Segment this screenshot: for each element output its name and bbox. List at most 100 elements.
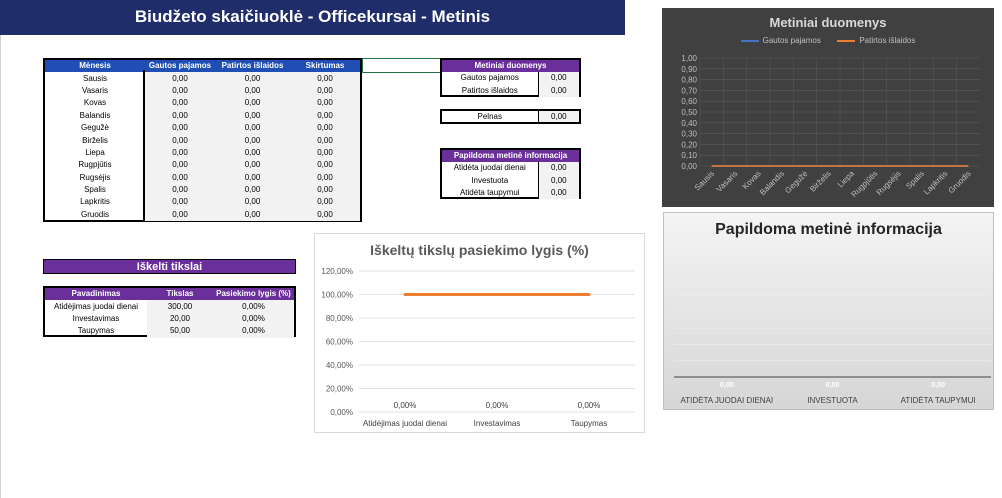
- goal-progress: 0,00%: [213, 325, 294, 338]
- goals-y-tick: 0,00%: [330, 408, 353, 417]
- goals-x-tick: Taupymas: [571, 419, 607, 428]
- extra-info-chart[interactable]: Papildoma metinė informacija 0,00 ATIDĖTA…: [663, 212, 994, 410]
- month-value[interactable]: 0,00: [215, 159, 290, 172]
- annual-value[interactable]: 0,00: [537, 72, 579, 85]
- goal-target[interactable]: 300,00: [147, 300, 213, 313]
- month-value[interactable]: 0,00: [290, 171, 360, 184]
- annual-value[interactable]: 0,00: [537, 84, 579, 97]
- goal-name[interactable]: Atidėjimas juodai dienai: [53, 301, 139, 311]
- month-value[interactable]: 0,00: [215, 146, 290, 160]
- annual-y-tick: 0,90: [681, 65, 697, 74]
- goals-chart-title: Iškeltų tikslų pasiekimo lygis (%): [370, 242, 589, 258]
- extra-data-label: 0,00: [931, 382, 945, 389]
- month-value[interactable]: 0,00: [215, 72, 290, 85]
- month-value[interactable]: 0,00: [290, 159, 360, 172]
- extra-data-label: 0,00: [826, 382, 840, 389]
- table-row: Gegužė 0,00 0,00 0,00: [45, 121, 360, 135]
- table-row: Liepa 0,00 0,00 0,00: [45, 146, 360, 160]
- month-value[interactable]: 0,00: [215, 134, 290, 147]
- table-row: Vasaris 0,00 0,00 0,00: [45, 84, 360, 98]
- month-value[interactable]: 0,00: [145, 121, 215, 135]
- table-row: Investavimas 20,00 0,00%: [45, 312, 294, 326]
- table-row: Atidėta taupymui 0,00: [442, 186, 579, 200]
- annual-x-tick: Gruodis: [947, 169, 973, 195]
- month-value[interactable]: 0,00: [290, 84, 360, 98]
- month-value[interactable]: 0,00: [145, 134, 215, 147]
- month-value[interactable]: 0,00: [145, 72, 215, 85]
- legend-income-marker: [740, 39, 759, 42]
- table-row: Investuota 0,00: [442, 174, 579, 187]
- profit-value[interactable]: 0,00: [537, 111, 579, 122]
- annual-chart-title: Metiniai duomenys: [769, 15, 887, 30]
- goal-progress: 0,00%: [213, 312, 294, 326]
- goals-title: Iškelti tikslai: [43, 259, 296, 274]
- table-row: Patirtos išlaidos 0,00: [442, 84, 579, 97]
- month-name: Sausis: [82, 73, 107, 83]
- goal-target[interactable]: 50,00: [147, 325, 213, 338]
- month-value[interactable]: 0,00: [215, 121, 290, 135]
- month-value[interactable]: 0,00: [145, 146, 215, 160]
- goal-target[interactable]: 20,00: [147, 312, 213, 326]
- extra-value[interactable]: 0,00: [537, 174, 579, 187]
- col-header-difference: Skirtumas: [290, 60, 360, 73]
- annual-summary-box: Metiniai duomenys Gautos pajamos 0,00 Pati…: [440, 58, 581, 97]
- extra-label: Investuota: [471, 175, 509, 185]
- annual-chart-legend: Gautos pajamos Patirtos išlaidos: [662, 36, 994, 45]
- month-value[interactable]: 0,00: [145, 109, 215, 122]
- month-value[interactable]: 0,00: [145, 183, 215, 197]
- goal-progress: 0,00%: [213, 300, 294, 313]
- annual-x-tick: Rugsėjis: [875, 169, 903, 197]
- annual-y-tick: 0,30: [681, 130, 697, 139]
- col-header-expenses: Patirtos išlaidos: [215, 60, 290, 73]
- annual-label: Gautos pajamos: [460, 73, 519, 83]
- month-value[interactable]: 0,00: [215, 196, 290, 209]
- goals-chart-plot: 0,00% 20,00% 40,00% 60,00% 80,00% 100,00% 120,…: [321, 267, 635, 428]
- month-value[interactable]: 0,00: [290, 146, 360, 160]
- selected-cell[interactable]: [362, 58, 441, 73]
- month-value[interactable]: 0,00: [215, 183, 290, 197]
- month-value[interactable]: 0,00: [290, 121, 360, 135]
- month-value[interactable]: 0,00: [215, 171, 290, 184]
- table-row: Rugsėjis 0,00 0,00 0,00: [45, 171, 360, 184]
- month-value[interactable]: 0,00: [145, 97, 215, 110]
- extra-value[interactable]: 0,00: [537, 186, 579, 200]
- goals-y-tick: 100,00%: [321, 291, 353, 300]
- month-value[interactable]: 0,00: [145, 159, 215, 172]
- month-value[interactable]: 0,00: [215, 97, 290, 110]
- month-value[interactable]: 0,00: [290, 196, 360, 209]
- extra-value[interactable]: 0,00: [537, 162, 579, 175]
- month-col-divider: [143, 70, 145, 222]
- goals-y-tick: 80,00%: [326, 314, 353, 323]
- extra-data-label: 0,00: [720, 382, 734, 389]
- goals-x-tick: Investavimas: [474, 419, 521, 428]
- goals-chart[interactable]: Iškeltų tikslų pasiekimo lygis (%) 0,00%…: [314, 233, 645, 433]
- title-underline: [0, 34, 625, 35]
- month-value[interactable]: 0,00: [290, 183, 360, 197]
- month-value[interactable]: 0,00: [145, 84, 215, 98]
- goals-col-progress: Pasiekimo lygis (%): [216, 289, 291, 299]
- month-value[interactable]: 0,00: [290, 134, 360, 147]
- month-value[interactable]: 0,00: [290, 72, 360, 85]
- month-value[interactable]: 0,00: [215, 84, 290, 98]
- table-row: Taupymas 50,00 0,00%: [45, 325, 294, 338]
- month-value[interactable]: 0,00: [145, 208, 215, 222]
- month-value[interactable]: 0,00: [290, 208, 360, 222]
- goal-name[interactable]: Investavimas: [72, 313, 120, 323]
- month-name: Spalis: [84, 185, 106, 195]
- month-value[interactable]: 0,00: [290, 109, 360, 122]
- month-value[interactable]: 0,00: [145, 196, 215, 209]
- table-row: Atidėjimas juodai dienai 300,00 0,00%: [45, 300, 294, 313]
- month-value[interactable]: 0,00: [145, 171, 215, 184]
- col-header-month: Mėnesis: [45, 60, 145, 73]
- month-value[interactable]: 0,00: [215, 109, 290, 122]
- annual-y-tick: 0,70: [681, 86, 697, 95]
- sheet-left-border: [0, 35, 1, 498]
- goal-name[interactable]: Taupymas: [77, 326, 115, 336]
- month-value[interactable]: 0,00: [290, 97, 360, 110]
- month-value[interactable]: 0,00: [215, 208, 290, 222]
- legend-expenses-marker: [837, 39, 856, 42]
- annual-data-chart[interactable]: Metiniai duomenys Gautos pajamos Patirto…: [662, 8, 994, 207]
- annual-y-tick: 0,50: [681, 108, 697, 117]
- annual-x-tick: Kovas: [741, 169, 763, 191]
- goals-y-tick: 40,00%: [326, 361, 353, 370]
